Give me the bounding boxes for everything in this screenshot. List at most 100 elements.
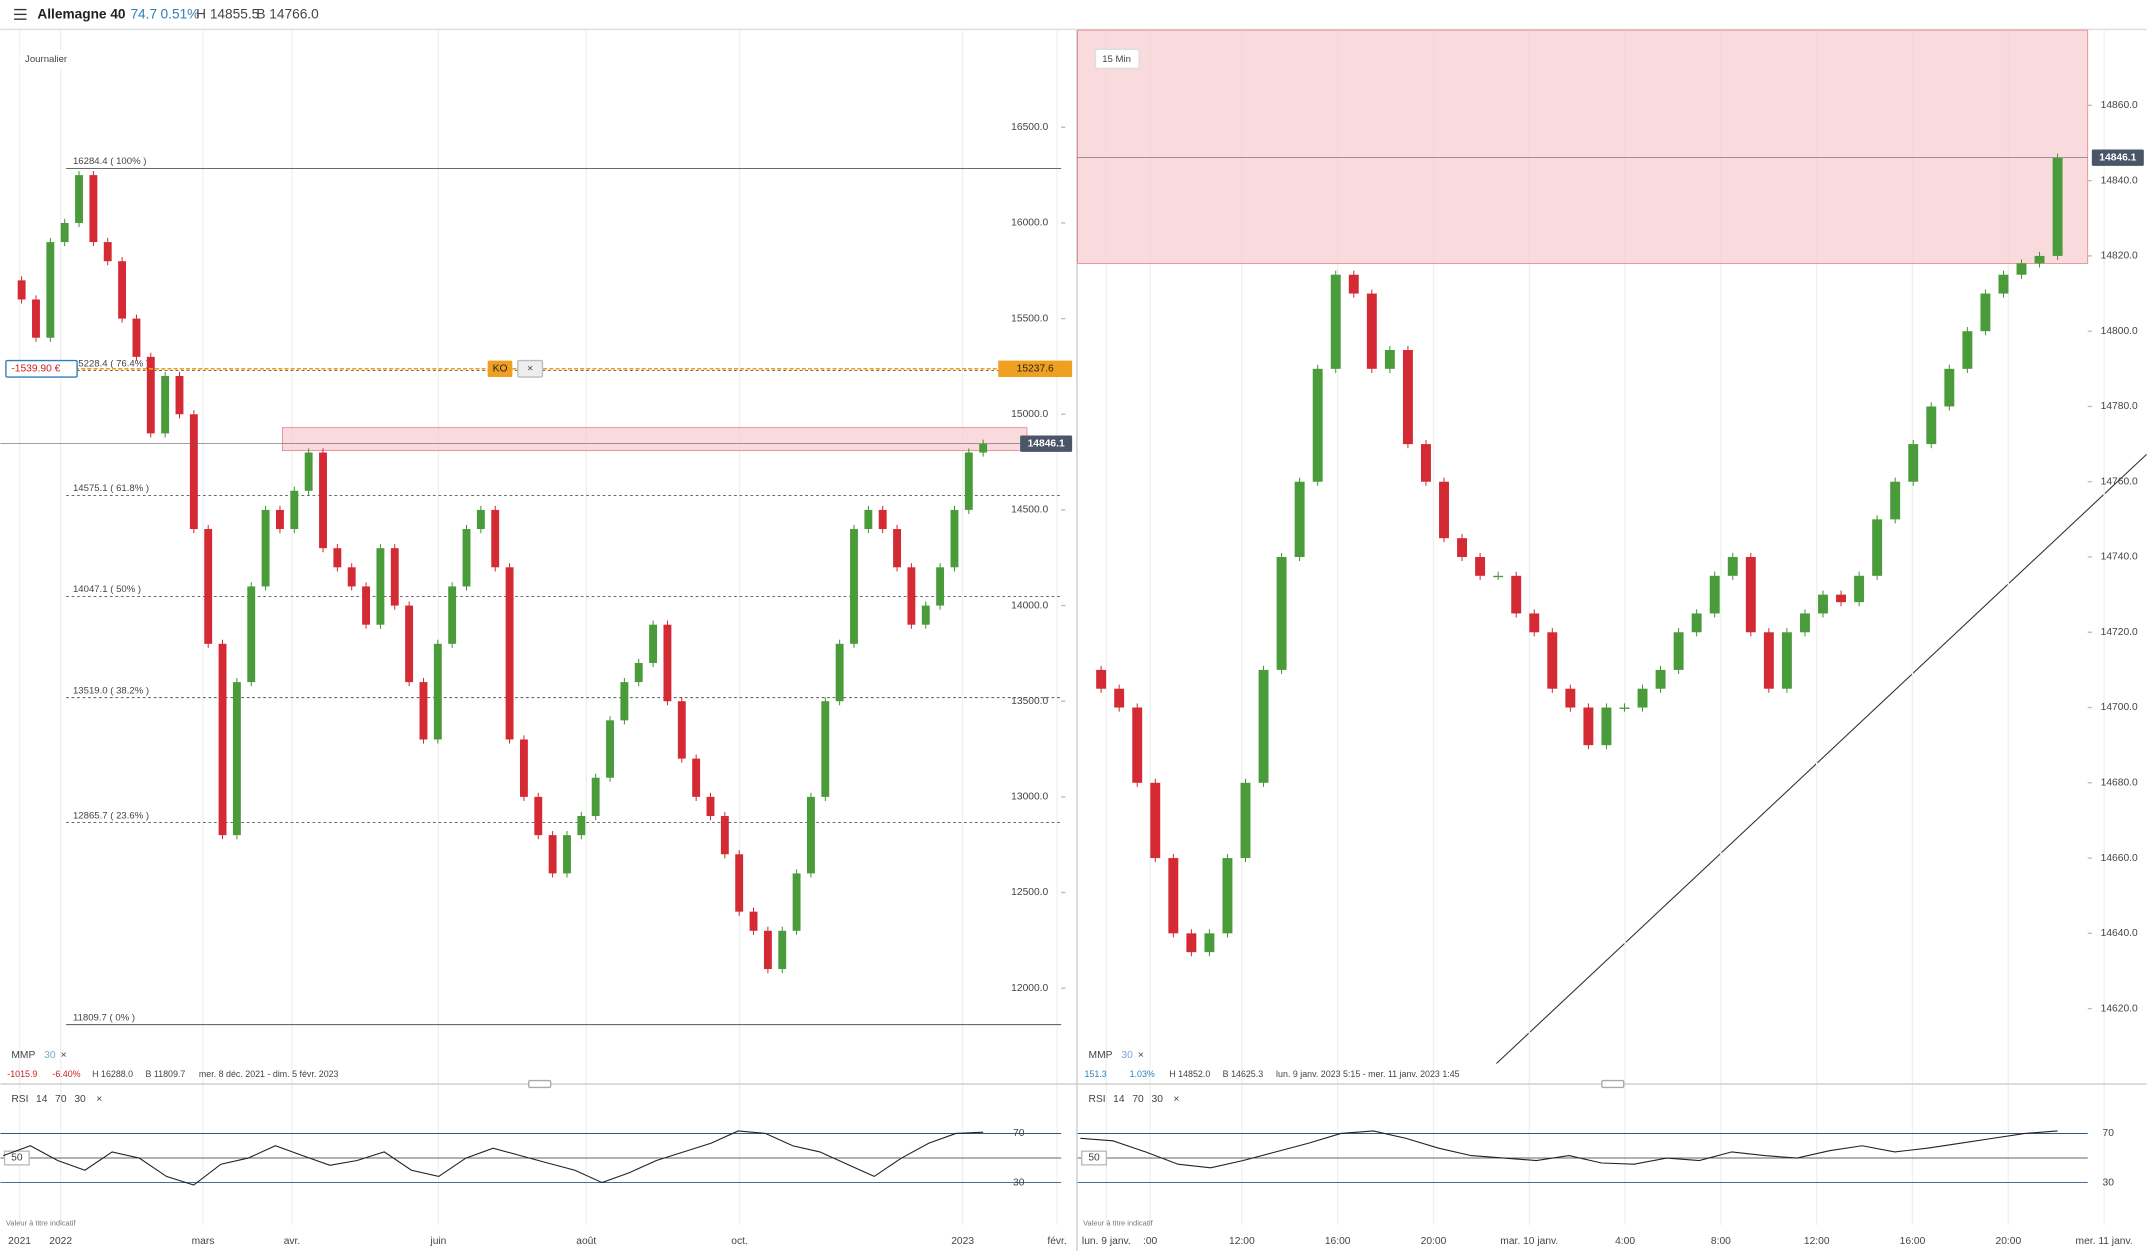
candle	[763, 930, 772, 970]
candle	[261, 509, 270, 587]
ko-price-box	[998, 360, 1073, 378]
rsi-remove[interactable]: ×	[96, 1094, 102, 1105]
rsi-name: RSI	[11, 1094, 28, 1105]
info-range: mer. 8 déc. 2021 - dim. 5 févr. 2023	[199, 1069, 339, 1079]
candle	[634, 662, 643, 683]
y-tick-label: 14720.0	[2101, 627, 2138, 638]
candle	[1294, 481, 1305, 557]
ko-button[interactable]	[487, 360, 513, 378]
y-tick-label: 14680.0	[2101, 778, 2138, 789]
candle	[1691, 613, 1702, 633]
candle	[792, 873, 801, 931]
candle	[2016, 263, 2027, 275]
x-label: :00	[1143, 1236, 1158, 1247]
rsi-line	[2, 1130, 984, 1186]
candle	[821, 701, 830, 797]
y-tick-label: 15500.0	[1011, 313, 1048, 324]
ko-close[interactable]	[517, 359, 544, 378]
candle	[1330, 274, 1341, 369]
current-price-label: 14846.1	[2099, 152, 2136, 163]
fib-label: 15228.4 ( 76.4% )	[73, 358, 149, 369]
candle	[979, 443, 988, 453]
ma-name: MMP	[11, 1050, 35, 1061]
candle	[1908, 444, 1919, 482]
ma-remove[interactable]: ×	[1138, 1050, 1144, 1061]
candle	[218, 643, 227, 836]
candle	[519, 739, 528, 797]
candle	[1799, 613, 1810, 633]
rsi-tick-label: 70	[1013, 1128, 1025, 1139]
candle	[1421, 444, 1431, 482]
trend-line[interactable]	[1496, 454, 2147, 1064]
fib-label: 16284.4 ( 100% )	[73, 156, 146, 167]
change: 74.7	[130, 7, 157, 22]
candle	[1114, 688, 1125, 708]
candle	[1781, 632, 1792, 689]
candle	[276, 509, 284, 530]
candle	[1763, 632, 1774, 689]
candle	[491, 509, 500, 568]
ko-close-text: ×	[527, 364, 533, 375]
ko-price-label: 15237.6	[1017, 364, 1054, 375]
pane-handle[interactable]	[528, 1079, 552, 1089]
candle	[1348, 274, 1359, 294]
ma-remove[interactable]: ×	[61, 1050, 67, 1061]
rsi-tick-label: 50	[11, 1153, 23, 1164]
candle	[1980, 293, 1991, 332]
candle	[1366, 293, 1377, 369]
x-label: lun. 9 janv.	[1082, 1236, 1131, 1247]
candle	[534, 796, 543, 836]
current-price-box	[1020, 435, 1073, 452]
y-tick-label: 16500.0	[1011, 122, 1048, 133]
info-low: B 11809.7	[146, 1069, 186, 1079]
menu-icon[interactable]	[14, 8, 27, 20]
rsi-param: 30	[1152, 1094, 1164, 1105]
candle	[376, 548, 385, 625]
candle	[103, 242, 112, 262]
candle	[692, 758, 701, 797]
rsi-param: 14	[36, 1094, 48, 1105]
timeframe: Journalier	[25, 54, 68, 65]
rsi-mid-box	[1081, 1150, 1108, 1166]
rsi-param: 70	[55, 1094, 67, 1105]
candle	[1511, 575, 1522, 614]
x-label: oct.	[731, 1236, 748, 1247]
candle	[1402, 350, 1413, 445]
y-tick-label: 14700.0	[2101, 702, 2138, 713]
candle	[1854, 575, 1865, 603]
candle	[505, 567, 514, 740]
y-tick-label: 13500.0	[1011, 696, 1048, 707]
rsi-remove[interactable]: ×	[1173, 1094, 1179, 1105]
pane-handle[interactable]	[1601, 1079, 1625, 1089]
candle	[419, 682, 428, 740]
candle	[60, 222, 69, 243]
candle	[921, 605, 930, 625]
candle	[1673, 632, 1684, 670]
candle	[677, 701, 686, 759]
candle	[563, 835, 571, 874]
candle	[1276, 556, 1287, 670]
candle	[864, 509, 873, 530]
candle	[1926, 406, 1937, 445]
x-label: 16:00	[1325, 1236, 1351, 1247]
x-label: 20:00	[1996, 1236, 2022, 1247]
candle	[1132, 707, 1143, 783]
candle	[878, 509, 887, 530]
candle	[1583, 707, 1594, 746]
x-label: mar. 10 janv.	[1500, 1236, 1558, 1247]
price-zone	[281, 427, 1028, 452]
candle	[1745, 556, 1756, 633]
candle	[1240, 782, 1251, 859]
info-change: -1015.9	[7, 1069, 37, 1079]
candle	[1565, 688, 1576, 708]
candle	[778, 930, 787, 970]
candle	[146, 356, 155, 434]
ma-period: 30	[44, 1050, 56, 1061]
candle	[175, 375, 184, 415]
fib-label: 14047.1 ( 50% )	[73, 584, 141, 595]
candle	[1186, 933, 1197, 953]
rsi-line	[1080, 1130, 2058, 1169]
y-tick-label: 14620.0	[2101, 1003, 2138, 1014]
candle	[1619, 707, 1630, 709]
x-label: 2023	[951, 1236, 974, 1247]
